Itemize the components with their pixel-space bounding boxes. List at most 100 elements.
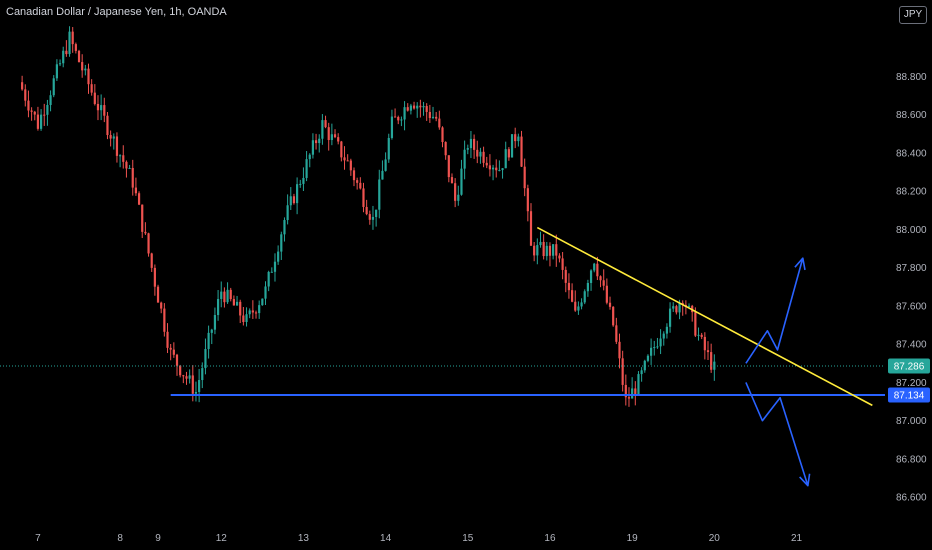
candle <box>561 252 564 280</box>
candle <box>112 133 115 150</box>
candle <box>43 103 46 126</box>
candle <box>119 154 122 168</box>
candle <box>406 103 409 112</box>
candle <box>634 381 637 406</box>
candle <box>185 371 188 385</box>
price-axis[interactable]: 86.600 86.800 87.000 87.200 87.400 87.600 87.8… <box>896 72 927 504</box>
candle <box>198 368 201 403</box>
candle <box>283 217 286 242</box>
price-tick-label: 87.000 <box>896 416 927 427</box>
candle <box>412 101 416 110</box>
candle <box>270 267 273 273</box>
candle <box>65 40 68 57</box>
candle <box>381 160 384 180</box>
candle <box>289 187 292 210</box>
time-tick-label: 19 <box>627 533 639 544</box>
candle <box>314 133 318 150</box>
currency-badge[interactable]: JPY <box>899 6 927 24</box>
candle <box>96 95 100 121</box>
candle <box>615 317 618 345</box>
candle <box>201 362 204 389</box>
candle <box>514 127 517 149</box>
candle <box>235 295 239 306</box>
candle <box>454 178 457 208</box>
candle <box>27 90 30 118</box>
candle <box>596 256 599 281</box>
price-tick-label: 86.600 <box>896 493 927 504</box>
candle <box>703 332 706 360</box>
candle <box>378 169 381 219</box>
candle <box>706 341 710 361</box>
candlestick-series <box>21 26 716 407</box>
candle <box>55 59 58 81</box>
candle <box>352 167 356 187</box>
candle <box>409 103 412 115</box>
candle <box>356 177 359 190</box>
candle <box>523 158 526 197</box>
candle <box>438 110 441 130</box>
candle <box>226 282 229 304</box>
candle <box>150 252 153 272</box>
candle <box>700 332 703 340</box>
time-tick-label: 8 <box>117 533 123 544</box>
descending-trendline[interactable] <box>536 226 873 407</box>
candle <box>488 154 492 177</box>
candle <box>650 338 653 365</box>
candle <box>441 126 444 148</box>
candle <box>210 328 213 345</box>
candle <box>602 269 605 291</box>
candle <box>479 147 482 164</box>
candle <box>618 333 621 369</box>
candle <box>254 310 258 319</box>
candle <box>337 133 340 145</box>
candle <box>333 129 337 139</box>
candle <box>400 116 403 127</box>
candle <box>526 184 529 222</box>
candle <box>599 275 602 288</box>
candle <box>668 302 672 333</box>
candle <box>163 303 166 337</box>
candle <box>90 79 93 96</box>
candle <box>542 234 545 260</box>
svg-text:87.134: 87.134 <box>894 391 925 402</box>
bullish-projection-arrow[interactable] <box>745 257 806 364</box>
candle <box>491 164 495 181</box>
candle <box>305 151 308 182</box>
candle <box>172 342 175 358</box>
candle <box>216 290 220 321</box>
price-tick-label: 87.600 <box>896 301 927 312</box>
candle <box>612 306 615 327</box>
candle <box>188 369 191 384</box>
candle <box>131 159 134 196</box>
candle <box>501 168 504 179</box>
time-axis[interactable]: 7 8 9 12 13 14 15 16 19 20 21 <box>35 533 802 544</box>
candle <box>308 153 311 168</box>
candle <box>245 307 248 327</box>
candle <box>539 231 542 248</box>
candle <box>504 141 507 169</box>
candle <box>318 134 321 153</box>
candle <box>137 191 141 206</box>
candle <box>589 269 593 291</box>
candle <box>147 232 150 257</box>
candle <box>39 109 43 131</box>
candle <box>577 301 580 315</box>
candle <box>239 299 242 324</box>
time-tick-label: 21 <box>791 533 803 544</box>
candle <box>207 325 210 359</box>
candle <box>343 146 346 170</box>
candle <box>166 323 169 354</box>
candle <box>390 109 394 140</box>
projection-arrows[interactable] <box>745 257 811 487</box>
price-tick-label: 88.200 <box>896 187 927 198</box>
arrow-head-icon <box>794 257 806 271</box>
candle <box>447 155 450 183</box>
bearish-projection-arrow[interactable] <box>745 382 811 487</box>
candle <box>463 140 466 180</box>
candle <box>662 331 665 346</box>
candle <box>533 241 536 262</box>
candle <box>346 154 349 162</box>
candle <box>431 106 435 120</box>
candle <box>153 264 156 296</box>
